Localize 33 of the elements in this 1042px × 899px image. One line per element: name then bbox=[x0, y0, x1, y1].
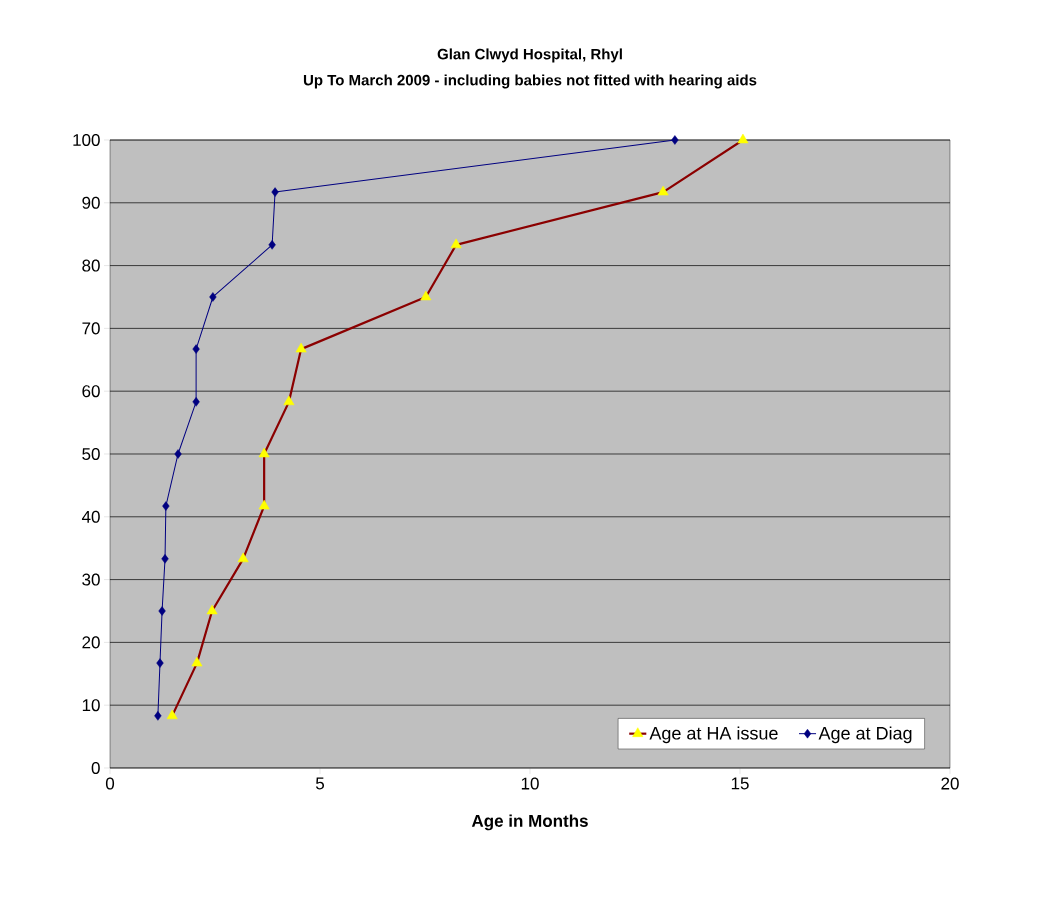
point bbox=[192, 344, 200, 354]
point bbox=[271, 187, 279, 197]
point bbox=[192, 397, 200, 407]
x-tick-label: 15 bbox=[731, 777, 749, 790]
y-tick-label: 20 bbox=[82, 636, 100, 649]
y-tick-label: 80 bbox=[82, 259, 100, 272]
legend-label: Age at Diag bbox=[818, 726, 912, 744]
point bbox=[162, 501, 170, 511]
y-tick-label: 0 bbox=[91, 761, 100, 775]
x-axis-title: Age in Months bbox=[471, 814, 588, 831]
y-tick-label: 90 bbox=[82, 196, 100, 209]
point bbox=[161, 554, 169, 564]
point bbox=[154, 711, 162, 721]
x-tick-label: 0 bbox=[105, 777, 115, 790]
chart-subtitle: Up To March 2009 - including babies not fitted with hearing aids bbox=[303, 74, 757, 89]
x-tick-label: 10 bbox=[521, 777, 539, 790]
chart-title: Glan Clwyd Hospital, Rhyl bbox=[437, 48, 622, 63]
point bbox=[158, 606, 166, 616]
point bbox=[671, 135, 679, 145]
y-tick-label: 10 bbox=[82, 699, 100, 712]
point bbox=[209, 292, 217, 302]
point bbox=[156, 658, 164, 668]
y-tick-label: 60 bbox=[82, 385, 100, 398]
x-tick-label: 5 bbox=[315, 777, 325, 790]
legend-label: Age at HA issue bbox=[649, 726, 778, 744]
y-tick-label: 40 bbox=[81, 510, 100, 523]
y-tick-label: 50 bbox=[82, 447, 100, 461]
point bbox=[268, 240, 276, 250]
x-tick-label: 20 bbox=[941, 777, 959, 790]
point bbox=[174, 449, 182, 459]
y-tick-label: 70 bbox=[82, 322, 100, 335]
y-tick-label: 30 bbox=[82, 573, 100, 586]
y-tick-label: 100 bbox=[73, 133, 100, 147]
